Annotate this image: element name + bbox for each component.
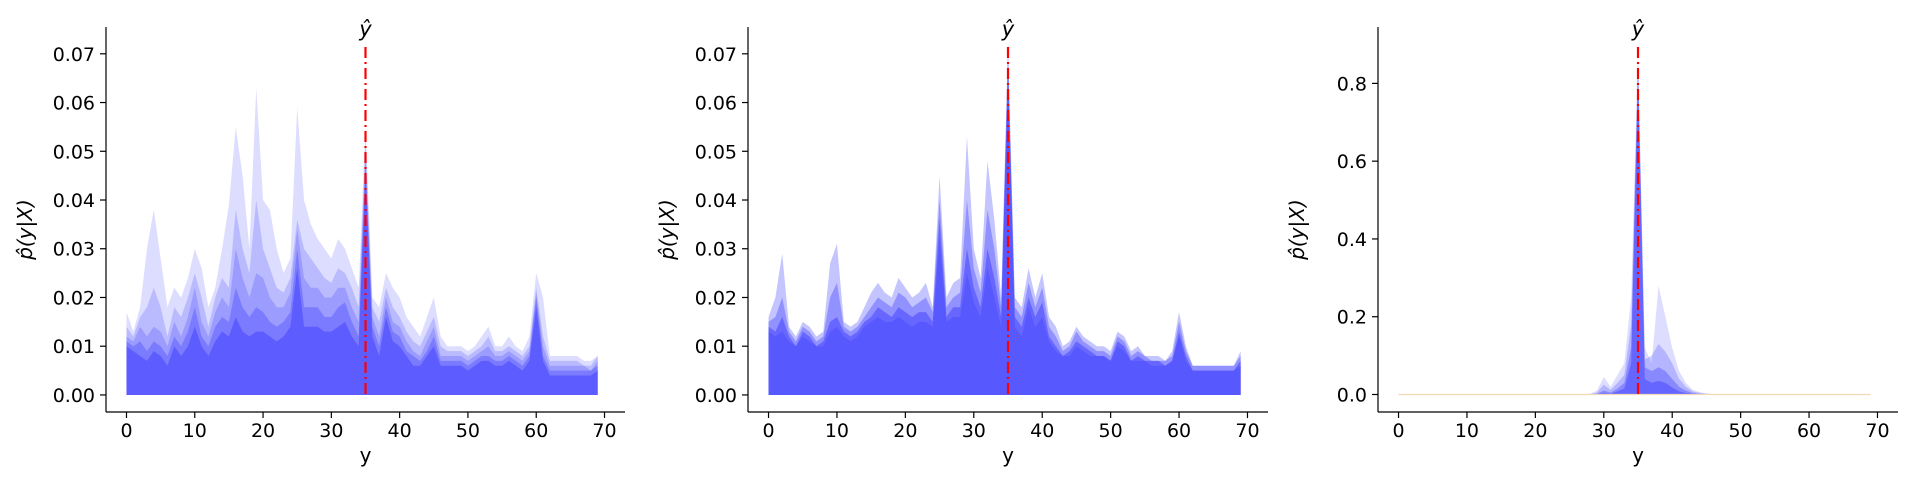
x-tick-label: 20 <box>893 420 917 442</box>
y-tick-label: 0.00 <box>695 385 737 407</box>
x-tick-label: 20 <box>251 420 275 442</box>
y-tick-label: 0.04 <box>695 190 737 212</box>
distribution-area-4 <box>1398 75 1871 395</box>
x-tick-label: 70 <box>1235 420 1259 442</box>
y-tick-label: 0.03 <box>695 239 737 261</box>
x-tick-label: 10 <box>825 420 849 442</box>
y-tick-label: 0.05 <box>695 141 737 163</box>
x-tick-label: 10 <box>183 420 207 442</box>
y-hat-label: ŷ <box>1631 17 1645 41</box>
chart-panel-3: ŷ 0 10 20 30 40 50 60 70 0.0 0.2 0.4 0.6 0.8 y p̂(y|X) <box>1285 17 1898 467</box>
x-axis-label: y <box>1002 443 1014 467</box>
y-tick-label: 0.06 <box>695 93 737 115</box>
x-tick-label: 60 <box>524 420 548 442</box>
y-tick-label: 0.05 <box>53 141 95 163</box>
x-tick-label: 50 <box>1099 420 1123 442</box>
y-tick-label: 0.6 <box>1337 151 1367 173</box>
y-tick-label: 0.02 <box>695 287 737 309</box>
y-hat-label: ŷ <box>358 17 372 41</box>
chart-panel-2: ŷ 0 10 20 30 40 50 60 70 0.00 0.01 0.02 0.03 0.04 0.05… <box>655 17 1268 467</box>
distribution-area-4 <box>768 73 1241 395</box>
x-tick-label: 70 <box>1865 420 1889 442</box>
x-tick-label: 0 <box>762 420 774 442</box>
x-tick-label: 30 <box>319 420 343 442</box>
x-tick-label: 50 <box>1729 420 1753 442</box>
y-tick-label: 0.04 <box>53 190 95 212</box>
x-tick-label: 60 <box>1167 420 1191 442</box>
y-tick-label: 0.0 <box>1337 385 1367 407</box>
y-tick-label: 0.01 <box>695 336 737 358</box>
x-tick-label: 60 <box>1797 420 1821 442</box>
y-tick-label: 0.02 <box>53 287 95 309</box>
x-tick-label: 50 <box>456 420 480 442</box>
x-tick-label: 40 <box>1030 420 1054 442</box>
y-tick-label: 0.4 <box>1337 229 1367 251</box>
y-tick-label: 0.07 <box>695 44 737 66</box>
x-tick-label: 40 <box>388 420 412 442</box>
y-tick-label: 0.8 <box>1337 73 1367 95</box>
x-tick-label: 0 <box>1392 420 1404 442</box>
y-axis-label: p̂(y|X) <box>655 199 679 261</box>
x-tick-label: 0 <box>120 420 132 442</box>
distribution-area-5 <box>126 170 598 395</box>
y-tick-label: 0.07 <box>53 44 95 66</box>
x-axis-label: y <box>1632 443 1644 467</box>
x-tick-label: 10 <box>1455 420 1479 442</box>
chart-panel-1: ŷ 0 10 20 30 40 50 60 70 0.00 0.01 0.02 0.03 0.04 0.05… <box>13 17 625 467</box>
y-tick-label: 0.03 <box>53 239 95 261</box>
y-hat-label: ŷ <box>1001 17 1015 41</box>
x-tick-label: 30 <box>1592 420 1616 442</box>
y-tick-label: 0.01 <box>53 336 95 358</box>
x-axis-label: y <box>360 443 372 467</box>
y-axis-label: p̂(y|X) <box>13 199 37 261</box>
x-tick-label: 20 <box>1523 420 1547 442</box>
y-tick-label: 0.2 <box>1337 307 1367 329</box>
x-tick-label: 40 <box>1660 420 1684 442</box>
y-axis-label: p̂(y|X) <box>1285 199 1309 261</box>
x-tick-label: 70 <box>592 420 616 442</box>
distribution-area-1 <box>126 87 598 395</box>
y-tick-label: 0.06 <box>53 93 95 115</box>
x-tick-label: 30 <box>962 420 986 442</box>
y-tick-label: 0.00 <box>53 385 95 407</box>
